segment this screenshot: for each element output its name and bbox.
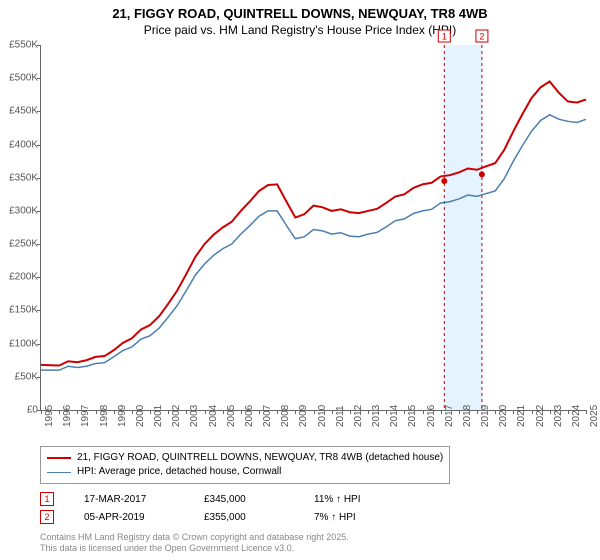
legend-label: 21, FIGGY ROAD, QUINTRELL DOWNS, NEWQUAY…	[77, 451, 443, 465]
legend-box: 21, FIGGY ROAD, QUINTRELL DOWNS, NEWQUAY…	[40, 446, 450, 484]
transaction-delta: 7% ↑ HPI	[314, 512, 356, 523]
x-tick-label: 2017	[444, 405, 455, 427]
chart-title-block: 21, FIGGY ROAD, QUINTRELL DOWNS, NEWQUAY…	[0, 0, 600, 38]
x-tick-label: 2001	[153, 405, 164, 427]
y-tick-label: £500K	[0, 73, 38, 84]
x-tick-label: 2013	[371, 405, 382, 427]
x-tick-label: 2018	[462, 405, 473, 427]
x-tick-label: 1997	[80, 405, 91, 427]
x-tick-label: 2003	[189, 405, 200, 427]
x-tick-label: 2009	[298, 405, 309, 427]
legend-and-footer: 21, FIGGY ROAD, QUINTRELL DOWNS, NEWQUAY…	[40, 446, 585, 554]
y-tick-label: £250K	[0, 239, 38, 250]
title-line-1: 21, FIGGY ROAD, QUINTRELL DOWNS, NEWQUAY…	[0, 6, 600, 23]
credits-line-1: Contains HM Land Registry data © Crown c…	[40, 532, 585, 543]
x-tick-label: 2014	[389, 405, 400, 427]
x-tick-label: 2025	[589, 405, 600, 427]
y-tick-label: £350K	[0, 172, 38, 183]
x-tick-label: 2022	[535, 405, 546, 427]
x-tick-label: 2020	[498, 405, 509, 427]
series-line	[41, 115, 586, 371]
credits-block: Contains HM Land Registry data © Crown c…	[40, 532, 585, 554]
transaction-badge: 1	[40, 492, 54, 506]
x-tick-label: 2012	[353, 405, 364, 427]
x-tick-label: 2007	[262, 405, 273, 427]
x-tick-label: 2002	[171, 405, 182, 427]
x-tick-label: 1998	[99, 405, 110, 427]
y-tick-label: £200K	[0, 272, 38, 283]
x-tick-label: 1999	[117, 405, 128, 427]
credits-line-2: This data is licensed under the Open Gov…	[40, 543, 585, 554]
x-tick-label: 2005	[226, 405, 237, 427]
x-tick-label: 2000	[135, 405, 146, 427]
transaction-row: 1 17-MAR-2017 £345,000 11% ↑ HPI	[40, 490, 585, 508]
x-tick-label: 2024	[571, 405, 582, 427]
x-tick-label: 1996	[62, 405, 73, 427]
legend-item: HPI: Average price, detached house, Corn…	[47, 465, 443, 479]
transaction-date: 17-MAR-2017	[84, 494, 174, 505]
transactions-table: 1 17-MAR-2017 £345,000 11% ↑ HPI 2 05-APR-201…	[40, 490, 585, 526]
transaction-badge: 2	[40, 510, 54, 524]
y-tick-label: £450K	[0, 106, 38, 117]
transaction-row: 2 05-APR-2019 £355,000 7% ↑ HPI	[40, 508, 585, 526]
x-tick-label: 2015	[407, 405, 418, 427]
y-tick-label: £0	[0, 405, 38, 416]
x-tick-label: 2004	[208, 405, 219, 427]
x-tick-label: 2010	[317, 405, 328, 427]
legend-label: HPI: Average price, detached house, Corn…	[77, 465, 281, 479]
x-tick-label: 1995	[44, 405, 55, 427]
title-line-2: Price paid vs. HM Land Registry's House …	[0, 23, 600, 39]
legend-swatch	[47, 472, 71, 473]
legend-swatch	[47, 457, 71, 459]
y-tick-label: £150K	[0, 305, 38, 316]
x-tick-label: 2021	[516, 405, 527, 427]
transaction-price: £345,000	[204, 494, 284, 505]
x-tick-label: 2008	[280, 405, 291, 427]
y-tick-label: £50K	[0, 371, 38, 382]
x-tick-label: 2023	[553, 405, 564, 427]
y-tick-label: £100K	[0, 338, 38, 349]
svg-text:2: 2	[479, 32, 484, 42]
transaction-price: £355,000	[204, 512, 284, 523]
y-tick-label: £400K	[0, 139, 38, 150]
x-tick-label: 2019	[480, 405, 491, 427]
x-tick-label: 2011	[335, 405, 346, 427]
transaction-delta: 11% ↑ HPI	[314, 494, 361, 505]
chart-plot-area: 12 £0£50K£100K£150K£200K£250K£300K£350K£…	[40, 45, 586, 411]
x-tick-label: 2006	[244, 405, 255, 427]
chart-svg: 12	[41, 45, 586, 410]
series-line	[41, 82, 586, 366]
x-tick-label: 2016	[426, 405, 437, 427]
y-tick-label: £300K	[0, 205, 38, 216]
transaction-date: 05-APR-2019	[84, 512, 174, 523]
legend-item: 21, FIGGY ROAD, QUINTRELL DOWNS, NEWQUAY…	[47, 451, 443, 465]
y-tick-label: £550K	[0, 40, 38, 51]
svg-text:1: 1	[442, 32, 447, 42]
